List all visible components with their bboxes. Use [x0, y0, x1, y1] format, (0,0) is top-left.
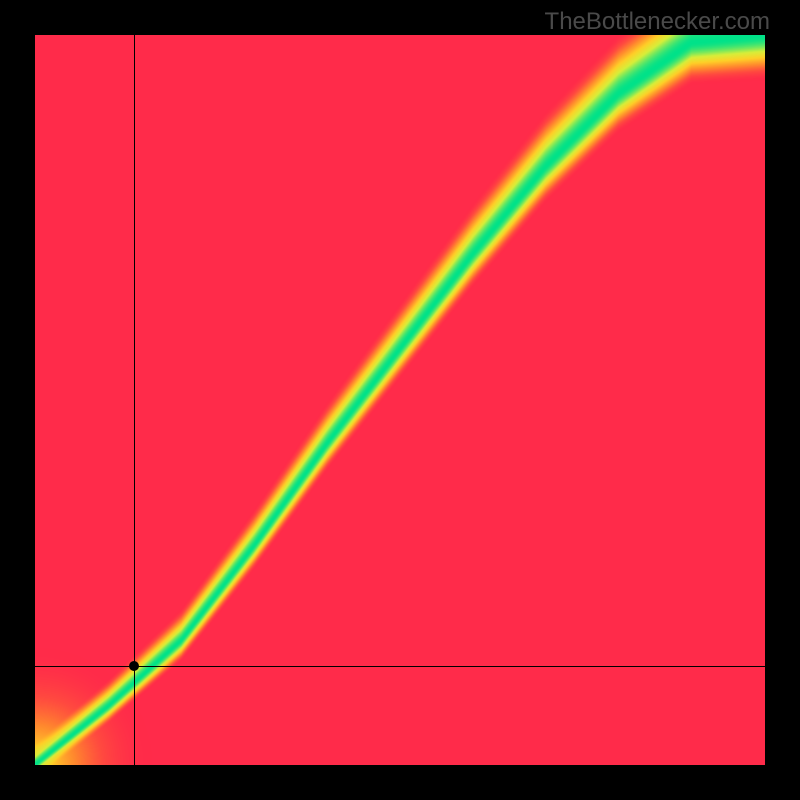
crosshair-vertical — [134, 35, 135, 765]
watermark-text: TheBottlenecker.com — [545, 8, 770, 36]
crosshair-marker — [129, 661, 139, 671]
plot-area — [35, 35, 765, 765]
crosshair-horizontal — [35, 666, 765, 667]
heatmap-canvas — [35, 35, 765, 765]
chart-container: TheBottlenecker.com — [0, 0, 800, 800]
